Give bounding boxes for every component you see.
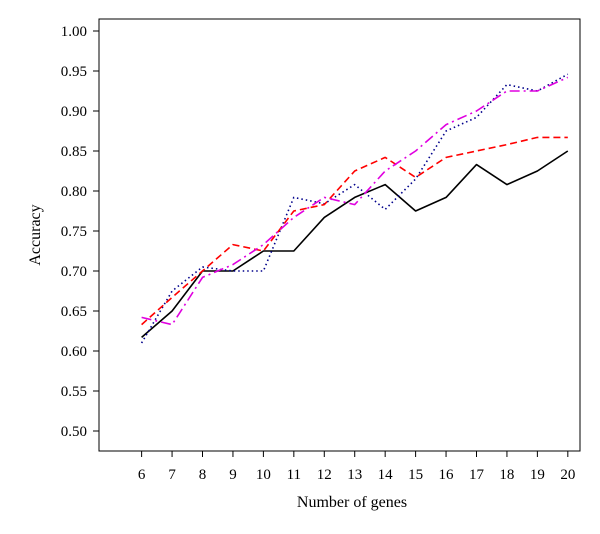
x-axis: 6 7 8 9 10 11 12 13 14 15 16 17 18 19 20 [138,451,575,483]
x-tick-label: 17 [469,467,485,483]
x-tick-label: 7 [168,467,176,483]
x-tick-label: 14 [378,467,394,483]
y-tick-label: 1.00 [61,24,87,40]
series-line-dashed [141,136,568,326]
x-tick-label: 9 [229,467,237,483]
y-tick-label: 0.55 [61,384,87,400]
x-tick-label: 11 [287,467,301,483]
y-tick-label: 0.90 [61,104,87,120]
y-tick-label: 0.60 [61,344,87,360]
x-tick-label: 6 [138,467,146,483]
y-tick-label: 0.65 [61,304,87,320]
series-line-solid [141,150,569,339]
x-tick-label: 8 [199,467,207,483]
y-tick-label: 0.85 [61,144,87,160]
x-tick-label: 20 [560,467,575,483]
y-axis-title: Accuracy [27,204,44,265]
series-layer [140,73,569,344]
x-axis-title: Number of genes [297,494,407,511]
x-tick-label: 16 [439,467,455,483]
x-tick-label: 15 [408,467,423,483]
plot-frame [98,18,581,452]
y-tick-label: 0.70 [61,264,87,280]
y-tick-label: 0.50 [61,424,87,440]
series-line-dashdot [141,76,569,326]
series-line-dotted [140,73,569,344]
x-tick-label: 10 [256,467,271,483]
x-tick-label: 18 [499,467,514,483]
y-axis: 0.50 0.55 0.60 0.65 0.70 0.75 0.80 0.85 0.90 0.95… [61,24,99,440]
y-tick-label: 0.75 [61,224,87,240]
y-tick-label: 0.80 [61,184,87,200]
x-tick-label: 19 [530,467,545,483]
y-tick-label: 0.95 [61,64,87,80]
x-tick-label: 13 [347,467,362,483]
x-tick-label: 12 [317,467,332,483]
